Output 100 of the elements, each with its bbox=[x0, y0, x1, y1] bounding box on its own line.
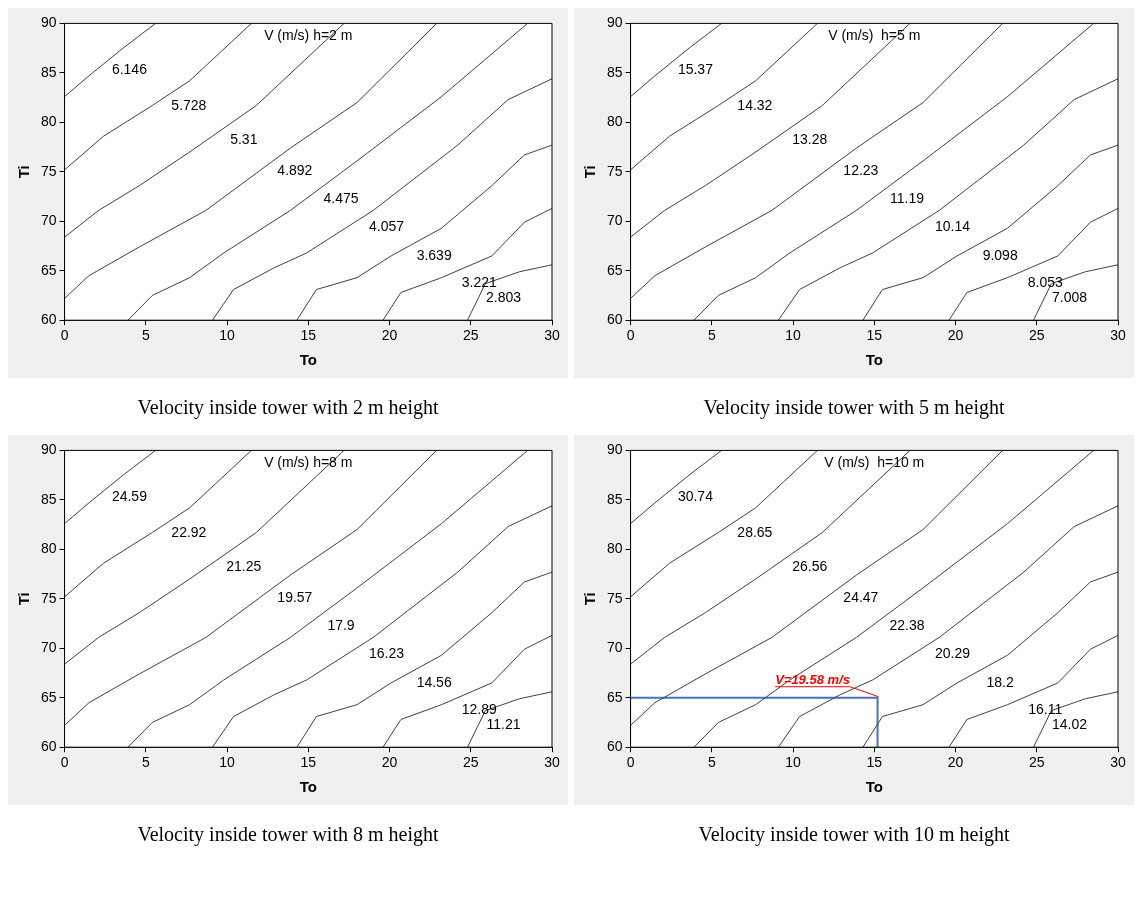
series-label: 16.23 bbox=[368, 644, 405, 661]
x-tick-label: 10 bbox=[219, 754, 236, 771]
x-tick-label: 20 bbox=[381, 754, 398, 771]
series-label: 24.47 bbox=[843, 588, 879, 605]
y-tick-label: 70 bbox=[40, 212, 57, 229]
series-label: 2.803 bbox=[486, 289, 522, 306]
y-tick-label: 60 bbox=[606, 738, 623, 755]
series-label: 11.19 bbox=[890, 190, 925, 207]
y-tick-label: 60 bbox=[40, 738, 57, 755]
series-label: 26.56 bbox=[792, 557, 828, 574]
x-tick-label: 15 bbox=[866, 754, 883, 771]
x-tick-label: 15 bbox=[300, 327, 317, 344]
text: Velocity inside tower with 5 m height bbox=[702, 396, 1006, 419]
series-label: 30.74 bbox=[677, 488, 714, 505]
x-tick-label: 0 bbox=[60, 754, 69, 771]
y-tick-label: 75 bbox=[40, 162, 57, 179]
series-label: 14.32 bbox=[737, 97, 773, 114]
y-tick-label: 85 bbox=[606, 490, 623, 507]
text: Velocity inside tower with 10 m height bbox=[697, 823, 1011, 846]
x-tick-label: 30 bbox=[1110, 754, 1126, 771]
series-label: 9.098 bbox=[982, 246, 1018, 263]
series-label: 15.37 bbox=[677, 61, 714, 78]
series-label: 14.02 bbox=[1052, 716, 1088, 733]
x-tick-label: 5 bbox=[707, 754, 716, 771]
series-label: 12.23 bbox=[843, 161, 879, 178]
chart-title: V (m/s) h=2 m bbox=[264, 27, 353, 44]
x-tick-label: 0 bbox=[626, 327, 635, 344]
x-tick-label: 5 bbox=[141, 327, 150, 344]
series-label: 17.9 bbox=[327, 617, 355, 634]
x-axis-title: To bbox=[299, 778, 317, 796]
y-axis-title: Ti bbox=[581, 592, 599, 606]
y-tick-label: 80 bbox=[40, 113, 57, 130]
y-tick-label: 80 bbox=[606, 113, 623, 130]
x-tick-label: 5 bbox=[707, 327, 716, 344]
x-tick-label: 10 bbox=[219, 327, 236, 344]
y-tick-label: 90 bbox=[606, 441, 623, 458]
series-label: 6.146 bbox=[111, 61, 148, 78]
y-tick-label: 70 bbox=[606, 639, 623, 656]
y-tick-label: 90 bbox=[40, 441, 57, 458]
series-label: 21.25 bbox=[226, 557, 262, 574]
y-tick-label: 90 bbox=[606, 14, 623, 31]
y-tick-label: 60 bbox=[40, 311, 57, 328]
x-tick-label: 30 bbox=[544, 754, 560, 771]
y-tick-label: 85 bbox=[606, 63, 623, 80]
x-tick-label: 20 bbox=[947, 327, 964, 344]
series-label: 12.89 bbox=[461, 701, 497, 718]
x-tick-label: 25 bbox=[462, 327, 479, 344]
x-tick-label: 20 bbox=[381, 327, 398, 344]
series-label: 20.29 bbox=[934, 644, 971, 661]
chart-title: V (m/s) h=5 m bbox=[828, 27, 921, 44]
series-label: 24.59 bbox=[111, 488, 148, 505]
x-tick-label: 25 bbox=[1028, 754, 1045, 771]
y-tick-label: 90 bbox=[40, 14, 57, 31]
y-tick-label: 65 bbox=[606, 688, 623, 705]
series-label: 7.008 bbox=[1052, 289, 1088, 306]
x-tick-label: 25 bbox=[462, 754, 479, 771]
y-tick-label: 85 bbox=[40, 63, 57, 80]
series-label: 11.21 bbox=[486, 716, 521, 733]
y-tick-label: 60 bbox=[606, 311, 623, 328]
x-tick-label: 15 bbox=[866, 327, 883, 344]
y-tick-label: 65 bbox=[40, 261, 57, 278]
series-label: 14.56 bbox=[416, 673, 452, 690]
y-tick-label: 80 bbox=[606, 540, 623, 557]
series-label: 10.14 bbox=[934, 217, 971, 234]
series-label: 5.728 bbox=[171, 97, 207, 114]
x-axis-title: To bbox=[865, 351, 883, 369]
x-tick-label: 30 bbox=[1110, 327, 1126, 344]
y-tick-label: 65 bbox=[606, 261, 623, 278]
series-label: 4.057 bbox=[368, 217, 405, 234]
series-label: 18.2 bbox=[986, 673, 1015, 690]
x-tick-label: 10 bbox=[785, 754, 802, 771]
series-label: 3.221 bbox=[461, 274, 497, 291]
y-tick-label: 75 bbox=[606, 589, 623, 606]
x-tick-label: 25 bbox=[1028, 327, 1045, 344]
y-axis-title: Ti bbox=[15, 592, 33, 606]
x-tick-label: 0 bbox=[60, 327, 69, 344]
text: Velocity inside tower with 8 m height bbox=[136, 823, 440, 846]
series-label: 4.475 bbox=[323, 190, 359, 207]
chart-title: V (m/s) h=8 m bbox=[264, 454, 353, 471]
chart-title: V (m/s) h=10 m bbox=[824, 454, 925, 471]
y-tick-label: 80 bbox=[40, 540, 57, 557]
x-tick-label: 30 bbox=[544, 327, 560, 344]
x-tick-label: 5 bbox=[141, 754, 150, 771]
y-axis-title: Ti bbox=[15, 165, 33, 179]
series-label: 16.11 bbox=[1028, 701, 1063, 718]
series-label: 5.31 bbox=[230, 130, 258, 147]
y-axis-title: Ti bbox=[581, 165, 599, 179]
text: Velocity inside tower with 2 m height bbox=[136, 396, 440, 419]
x-tick-label: 15 bbox=[300, 754, 317, 771]
x-tick-label: 0 bbox=[626, 754, 635, 771]
annotation: V=19.58 m/s bbox=[775, 671, 850, 687]
x-axis-title: To bbox=[865, 778, 883, 796]
series-label: 28.65 bbox=[737, 524, 773, 541]
series-label: 8.053 bbox=[1027, 274, 1063, 291]
series-label: 3.639 bbox=[416, 246, 452, 263]
x-tick-label: 10 bbox=[785, 327, 802, 344]
y-tick-label: 85 bbox=[40, 490, 57, 507]
y-tick-label: 75 bbox=[40, 589, 57, 606]
y-tick-label: 70 bbox=[40, 639, 57, 656]
y-tick-label: 70 bbox=[606, 212, 623, 229]
